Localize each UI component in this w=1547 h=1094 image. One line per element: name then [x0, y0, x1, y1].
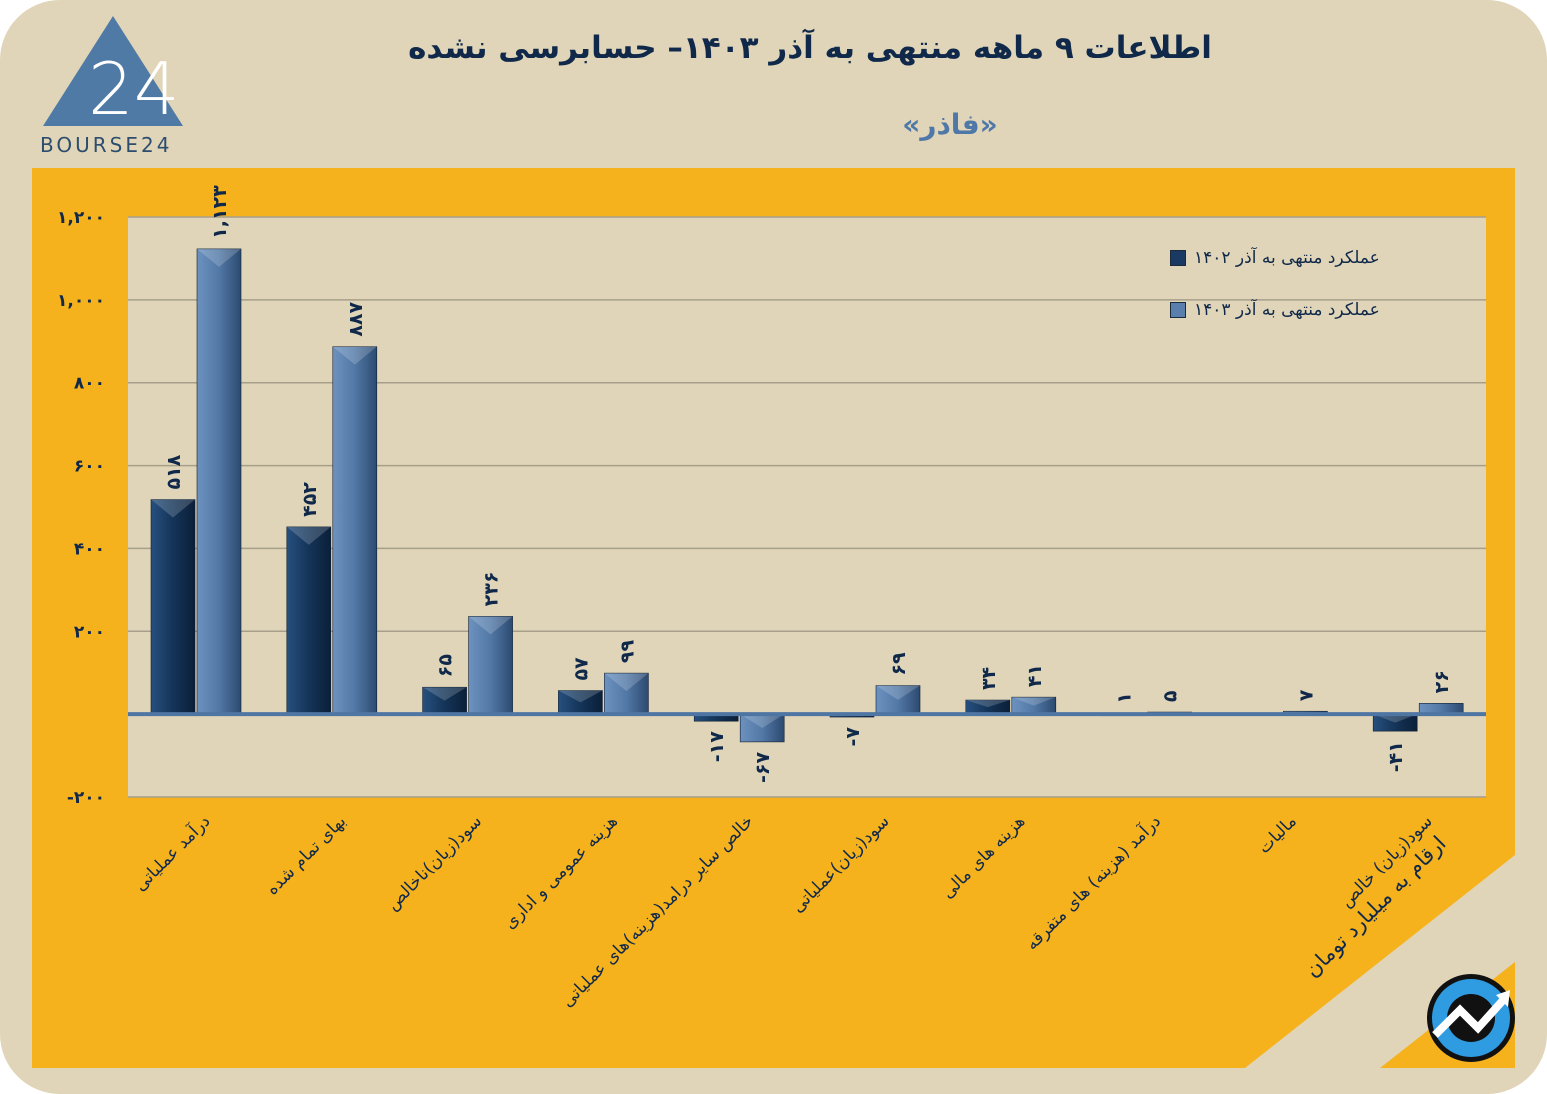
x-tick-label: سود(زیان)عملیاتی [788, 811, 894, 917]
bar-1402 [422, 686, 467, 715]
bar-1403 [196, 248, 242, 715]
bar-bevel [468, 616, 513, 635]
data-label: ۲۶ [1431, 670, 1453, 693]
y-tick-label: ۸۰۰ [74, 374, 105, 394]
bar-bevel [1011, 697, 1056, 706]
y-tick-label: ۶۰۰ [74, 457, 105, 477]
bar-bevel [197, 248, 241, 267]
brand-badge-icon [1427, 974, 1515, 1062]
bar-bevel [558, 690, 603, 703]
bar-1403 [468, 616, 513, 715]
data-label: ۶۹ [888, 652, 910, 676]
legend-item-1402: عملکرد منتهی به آذر ۱۴۰۲ [1170, 245, 1380, 271]
data-label: ۵۷ [570, 657, 592, 681]
bar-1402 [150, 499, 196, 715]
x-tick-label: درآمد (هزینه) های متفرقه [1021, 810, 1165, 954]
legend-label: عملکرد منتهی به آذر ۱۴۰۳ [1194, 300, 1380, 320]
bar-bevel [332, 346, 377, 365]
logo-text: BOURSE24 [40, 133, 173, 157]
data-label: ۲۳۶ [481, 572, 503, 607]
y-tick-label: ۴۰۰ [74, 539, 105, 559]
bar-bevel [1373, 714, 1418, 723]
bar-bevel [876, 685, 920, 700]
data-label: ۹۹ [616, 640, 638, 664]
data-label: ۴۵۲ [299, 482, 321, 517]
data-label: -۱۷ [706, 731, 728, 762]
legend: عملکرد منتهی به آذر ۱۴۰۲ عملکرد منتهی به… [1170, 245, 1380, 349]
data-label: -۶۷ [752, 752, 774, 783]
bar-bevel [286, 526, 331, 545]
data-label: -۷ [842, 727, 864, 747]
bar-1402 [286, 526, 332, 715]
bourse24-logo: 24 [43, 16, 183, 131]
data-label: ۳۴ [978, 667, 1000, 690]
bar-1403 [604, 672, 649, 715]
chart-title: اطلاعات ۹ ماهه منتهی به آذر ۱۴۰۳– حسابرس… [408, 30, 1212, 66]
data-label: ۷ [1295, 689, 1317, 701]
legend-item-1403: عملکرد منتهی به آذر ۱۴۰۳ [1170, 297, 1380, 323]
data-label: ۵۱۸ [163, 454, 185, 489]
svg-text:24: 24 [88, 47, 180, 131]
x-tick-label: بهای تمام شده [262, 811, 350, 899]
bar-1403 [332, 346, 378, 715]
bar-bevel [422, 687, 467, 701]
bar-bevel [965, 700, 1010, 708]
bar-bevel [740, 714, 785, 729]
data-label: ۴۱ [1024, 664, 1046, 687]
legend-swatch [1170, 250, 1186, 266]
bar-1403 [875, 685, 921, 715]
x-tick-label: هزینه های مالی [938, 811, 1029, 902]
x-tick-label: سود(زیان)ناخالص [383, 811, 486, 914]
x-tick-label: مالیات [1254, 811, 1301, 858]
data-label: ۵ [1160, 690, 1182, 702]
data-label: ۶۵ [435, 654, 457, 678]
x-tick-label: هزینه عمومی و اداری [500, 811, 622, 933]
bar-bevel [604, 673, 649, 692]
y-tick-label: ۱,۰۰۰ [57, 291, 105, 311]
data-label: ۱ [1114, 692, 1136, 704]
y-tick-label: ۲۰۰ [74, 622, 105, 642]
data-label: -۴۱ [1385, 741, 1407, 772]
y-tick-label: -۲۰۰ [67, 788, 105, 808]
y-tick-label: ۱,۲۰۰ [57, 208, 105, 228]
data-label: ۸۸۷ [345, 301, 367, 336]
legend-swatch [1170, 302, 1186, 318]
data-label: ۱,۱۲۳ [209, 185, 231, 239]
chart-subtitle: «فاذر» [902, 108, 998, 141]
bar-1403 [739, 713, 785, 743]
legend-label: عملکرد منتهی به آذر ۱۴۰۲ [1194, 248, 1380, 268]
bar-bevel [151, 499, 195, 518]
x-tick-label: درآمد عملیاتی [129, 810, 214, 895]
